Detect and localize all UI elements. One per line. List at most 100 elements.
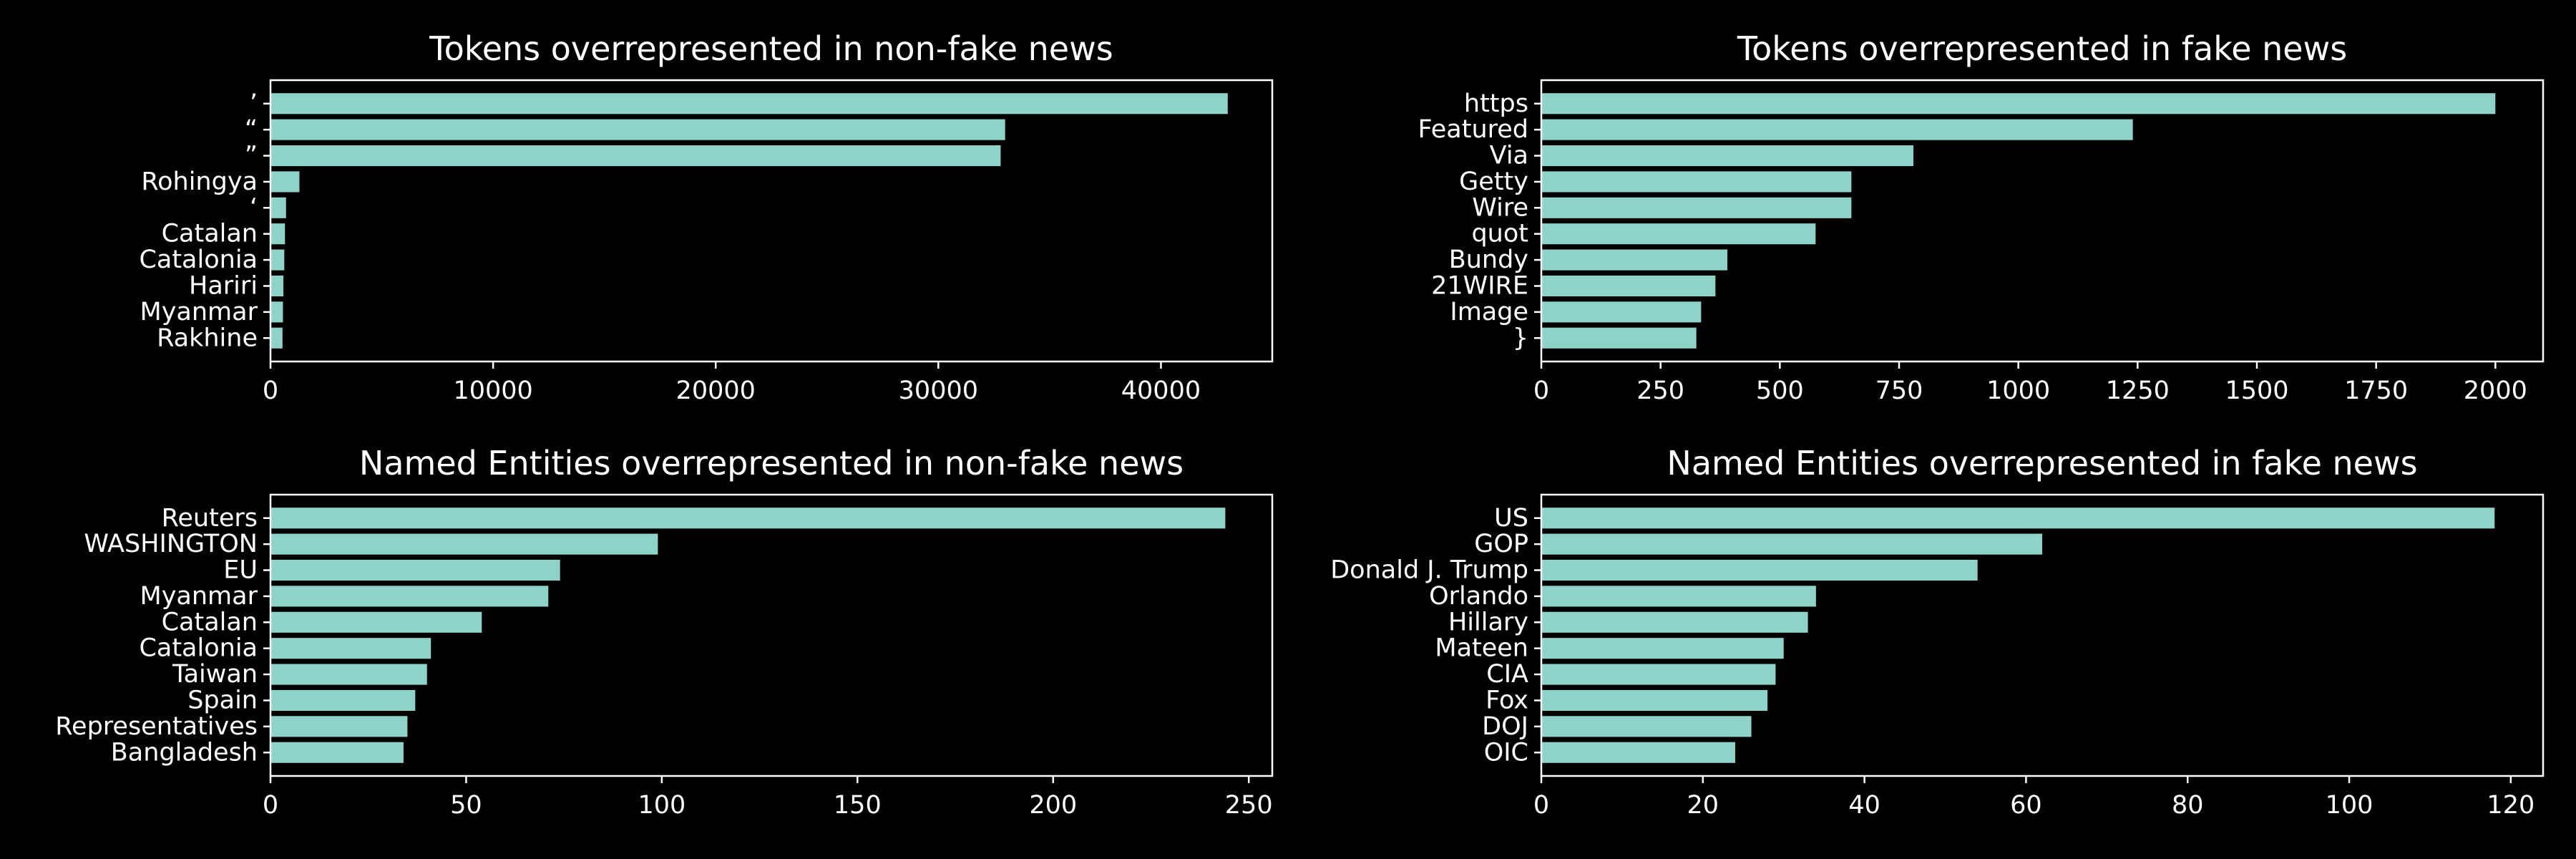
chart-title: Named Entities overrepresented in non-fa…: [359, 444, 1184, 482]
x-tick-label: 30000: [899, 377, 978, 405]
axes-frame: [1540, 79, 2545, 363]
bar-6: [270, 223, 286, 245]
bar-3: [1541, 145, 1913, 167]
bar-8: [270, 275, 284, 297]
bar-6: [270, 638, 431, 659]
x-tick-label: 60: [2010, 791, 2042, 820]
y-tick-label: Via: [1490, 142, 1528, 170]
x-tick-label: 0: [263, 791, 278, 820]
y-tick-label: ”: [245, 142, 258, 170]
bar-3: [1541, 559, 1978, 581]
x-tick-label: 2000: [2464, 377, 2527, 405]
bar-4: [270, 171, 300, 193]
y-tick-label: Catalonia: [139, 634, 258, 663]
bar-10: [1541, 742, 1735, 763]
y-tick-label: CIA: [1486, 660, 1528, 689]
bar-1: [270, 508, 1226, 529]
y-tick-label: ‘: [250, 193, 258, 222]
bar-9: [1541, 301, 1702, 323]
x-tick-label: 20000: [676, 377, 756, 405]
x-tick-label: 250: [1636, 377, 1684, 405]
bar-7: [270, 664, 427, 685]
y-tick-label: DOJ: [1482, 712, 1528, 741]
bar-4: [1541, 171, 1852, 193]
y-tick-label: quot: [1471, 220, 1528, 248]
bar-2: [1541, 533, 2042, 555]
y-tick-label: EU: [223, 556, 258, 585]
x-tick-label: 0: [1533, 791, 1549, 820]
axes-frame: [1540, 493, 2545, 777]
y-tick-label: 21WIRE: [1431, 271, 1528, 300]
y-tick-label: Orlando: [1429, 582, 1528, 611]
bar-5: [1541, 611, 1808, 633]
chart-title: Tokens overrepresented in fake news: [1737, 29, 2347, 68]
bar-8: [1541, 689, 1768, 712]
bar-4: [270, 586, 549, 607]
y-tick-label: Fox: [1485, 686, 1528, 714]
chart-panel-1: Tokens overrepresented in non-fake news ’…: [139, 29, 1274, 405]
y-tick-label: Hillary: [1448, 608, 1528, 636]
x-tick-label: 120: [2487, 791, 2534, 820]
x-tick-label: 500: [1756, 377, 1804, 405]
y-tick-label: Myanmar: [140, 582, 258, 611]
x-tick-label: 40000: [1121, 377, 1201, 405]
chart-panel-4: Named Entities overrepresented in fake n…: [1330, 444, 2545, 820]
x-tick-label: 40: [1848, 791, 1880, 820]
bar-9: [270, 301, 283, 323]
bar-1: [1541, 508, 2495, 529]
bar-5: [1541, 197, 1852, 218]
x-tick-label: 50: [450, 791, 482, 820]
x-tick-label: 250: [1225, 791, 1273, 820]
y-tick-label: Rohingya: [141, 168, 258, 196]
bar-8: [1541, 275, 1716, 297]
x-tick-label: 750: [1875, 377, 1923, 405]
y-tick-label: Reuters: [162, 504, 258, 533]
y-tick-label: Myanmar: [140, 298, 258, 326]
chart-title: Named Entities overrepresented in fake n…: [1667, 444, 2417, 482]
y-tick-label: “: [245, 115, 258, 144]
y-tick-label: Spain: [187, 686, 258, 714]
bar-7: [1541, 664, 1776, 685]
y-tick-label: Hariri: [189, 271, 258, 300]
bar-6: [1541, 638, 1784, 659]
y-tick-label: https: [1464, 89, 1528, 118]
x-tick-label: 100: [638, 791, 686, 820]
y-tick-label: Donald J. Trump: [1330, 556, 1528, 585]
x-tick-label: 1000: [1986, 377, 2050, 405]
bar-9: [270, 716, 408, 737]
y-tick-label: Featured: [1418, 115, 1528, 144]
y-tick-label: US: [1494, 504, 1528, 533]
x-tick-label: 200: [1029, 791, 1077, 820]
y-tick-label: Catalan: [162, 608, 258, 636]
bar-2: [1541, 119, 2133, 140]
bar-1: [1541, 93, 2496, 115]
x-tick-label: 1500: [2225, 377, 2288, 405]
x-tick-label: 1750: [2344, 377, 2408, 405]
y-tick-label: Bundy: [1449, 246, 1528, 274]
bar-10: [270, 327, 283, 349]
y-tick-label: Rakhine: [157, 324, 258, 352]
bar-3: [270, 145, 1001, 167]
y-tick-label: Catalan: [162, 220, 258, 248]
bar-7: [1541, 249, 1727, 271]
bar-5: [270, 611, 482, 633]
x-tick-label: 20: [1687, 791, 1719, 820]
bar-1: [270, 93, 1228, 115]
bar-2: [270, 533, 658, 555]
x-tick-label: 10000: [453, 377, 532, 405]
bar-5: [270, 197, 286, 218]
y-tick-label: ’: [250, 89, 258, 118]
bar-7: [270, 249, 285, 271]
y-tick-label: Mateen: [1435, 634, 1528, 663]
bar-8: [270, 689, 416, 712]
bar-10: [1541, 327, 1697, 349]
x-tick-label: 100: [2326, 791, 2373, 820]
x-tick-label: 150: [834, 791, 882, 820]
bar-10: [270, 742, 404, 763]
y-tick-label: GOP: [1474, 530, 1528, 558]
chart-panel-2: Tokens overrepresented in fake news https…: [1418, 29, 2545, 405]
bar-6: [1541, 223, 1816, 245]
y-tick-label: Image: [1450, 298, 1528, 326]
y-tick-label: Bangladesh: [111, 738, 258, 767]
